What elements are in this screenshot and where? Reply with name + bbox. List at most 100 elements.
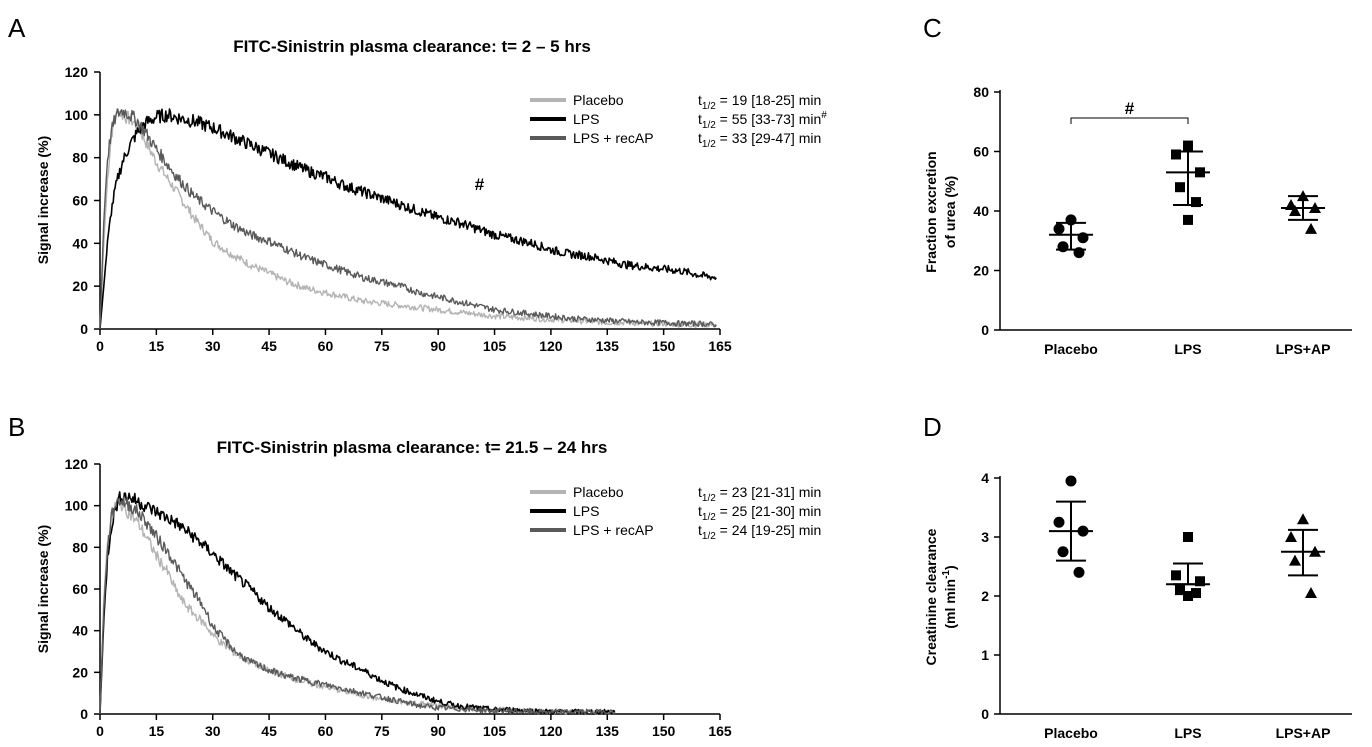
panel-c-data-point	[1289, 205, 1301, 216]
panel-d-data-point	[1183, 591, 1193, 601]
halflife-equals: =	[716, 92, 732, 108]
panel-c-data-point	[1171, 149, 1181, 160]
panel-b-x-tick-label: 135	[596, 723, 620, 739]
halflife-symbol: t	[698, 484, 702, 500]
halflife-symbol: t	[698, 522, 702, 538]
panel-b-series-line-1	[99, 491, 616, 715]
panel-d-y-axis-label-line2: (ml min-1)	[941, 565, 958, 628]
panel-c-data-point	[1065, 214, 1077, 226]
halflife-subscript: 1/2	[702, 512, 716, 523]
panel-d-data-point	[1053, 516, 1065, 528]
halflife-value: 24 [19-25] min	[732, 522, 822, 538]
panel-d-y-tick-label: 3	[981, 529, 989, 545]
panel-c: C Fraction excretion of urea (%) 0 20 40 60…	[923, 13, 1352, 357]
panel-d-y-axis-label-line1: Creatinine clearance	[923, 528, 939, 665]
panel-a-x-tick-label: 105	[483, 338, 507, 354]
panel-d-data-point	[1183, 532, 1193, 542]
panel-b-halflife: t1/2 = 25 [21-30] min	[698, 503, 821, 523]
panel-d-data-point	[1065, 475, 1077, 487]
panel-d-data-point	[1057, 546, 1069, 558]
halflife-equals: =	[716, 522, 732, 538]
halflife-equals: =	[716, 111, 732, 127]
panel-b-y-axis-label: Signal increase (%)	[35, 525, 51, 653]
panel-c-axes: 0 20 40 60 80 Placebo LPS LPS+AP	[973, 84, 1352, 357]
panel-a-x-tick-label: 60	[318, 338, 334, 354]
panel-letter-c: C	[923, 13, 942, 43]
panel-b-halflife: t1/2 = 24 [19-25] min	[698, 522, 821, 542]
panel-d-category-label: LPS	[1174, 725, 1201, 741]
panel-a-y-axis-label: Signal increase (%)	[35, 136, 51, 264]
panel-a: A FITC-Sinistrin plasma clearance: t= 2 …	[8, 13, 827, 354]
panel-d-y-label-unit: (ml min	[942, 579, 958, 629]
panel-b-x-tick-label: 60	[318, 723, 334, 739]
panel-b-x-tick-label: 0	[96, 723, 104, 739]
panel-c-data-point	[1297, 190, 1309, 202]
halflife-equals: =	[716, 503, 732, 519]
panel-c-category-label: LPS	[1174, 341, 1201, 357]
panel-a-x-tick-label: 75	[374, 338, 390, 354]
panel-c-data-point	[1175, 182, 1185, 193]
panel-b: B FITC-Sinistrin plasma clearance: t= 21…	[8, 412, 821, 739]
panel-a-x-tick-label: 90	[430, 338, 446, 354]
panel-c-data-point	[1057, 241, 1069, 253]
panel-b-y-tick-label: 60	[72, 581, 88, 597]
panel-d-y-label-superscript: -1	[941, 570, 952, 579]
halflife-subscript: 1/2	[702, 493, 716, 504]
panel-a-series-line-1	[99, 108, 717, 330]
panel-b-y-tick-label: 120	[65, 456, 89, 472]
halflife-equals: =	[716, 130, 732, 146]
panel-c-comparison: #	[1070, 99, 1189, 124]
halflife-value: 19 [18-25] min	[732, 92, 822, 108]
panel-a-series	[99, 108, 717, 330]
panel-a-x-tick-label: 15	[149, 338, 165, 354]
panel-c-y-tick-label: 60	[973, 144, 989, 160]
panel-c-category-label: LPS+AP	[1276, 341, 1331, 357]
panel-a-x-tick-label: 120	[539, 338, 563, 354]
panel-a-y-tick-label: 80	[72, 150, 88, 166]
panel-c-significance-mark: #	[1125, 99, 1135, 118]
panel-b-halflife: t1/2 = 23 [21-31] min	[698, 484, 821, 504]
panel-c-comparison-bracket	[1070, 117, 1189, 124]
panel-a-halflife: t1/2 = 55 [33-73] min#	[698, 110, 827, 131]
panel-c-data-point	[1195, 167, 1205, 178]
panel-d-y-label-close: )	[942, 565, 958, 570]
panel-c-y-axis-label-line2: of urea (%)	[942, 176, 958, 248]
panel-d-data-point	[1289, 554, 1301, 566]
panel-a-x-tick-label: 135	[596, 338, 620, 354]
panel-d-data-point	[1171, 570, 1181, 581]
panel-a-y-tick-label: 120	[65, 64, 89, 80]
panel-c-data-point	[1183, 140, 1193, 151]
panel-d-y-tick-label: 2	[981, 588, 989, 604]
panel-b-title: FITC-Sinistrin plasma clearance: t= 21.5…	[217, 438, 608, 457]
panel-d-data-point	[1191, 588, 1201, 599]
halflife-value: 23 [21-31] min	[732, 484, 822, 500]
halflife-value: 55 [33-73] min	[732, 111, 822, 127]
panel-d-data-point	[1285, 531, 1297, 542]
panel-d-data-point	[1195, 576, 1205, 587]
panel-d-data-point	[1309, 545, 1321, 557]
panel-b-legend-label: LPS	[573, 503, 599, 519]
panel-d-data-point	[1073, 566, 1085, 578]
panel-b-x-tick-label: 15	[149, 723, 165, 739]
panel-b-y-tick-label: 40	[72, 623, 88, 639]
panel-a-significance-mark: #	[475, 175, 485, 194]
halflife-subscript: 1/2	[702, 120, 716, 131]
halflife-equals: =	[716, 484, 732, 500]
halflife-value: 25 [21-30] min	[732, 503, 822, 519]
panel-a-x-tick-label: 45	[261, 338, 277, 354]
panel-b-x-tick-label: 165	[708, 723, 732, 739]
panel-d-y-tick-label: 4	[981, 470, 989, 486]
panel-a-y-tick-label: 100	[65, 107, 89, 123]
halflife-significance: #	[821, 110, 827, 121]
panel-a-x-tick-label: 30	[205, 338, 221, 354]
panel-c-data-point	[1191, 197, 1201, 208]
panel-b-x-tick-label: 150	[652, 723, 676, 739]
panel-d-axes: 0 1 2 3 4 Placebo LPS LPS+AP	[981, 470, 1352, 741]
panel-b-y-tick-label: 20	[72, 664, 88, 680]
panel-c-data-point	[1309, 202, 1321, 214]
panel-a-halflife: t1/2 = 33 [29-47] min	[698, 130, 821, 150]
panel-a-legend-label: Placebo	[573, 92, 624, 108]
